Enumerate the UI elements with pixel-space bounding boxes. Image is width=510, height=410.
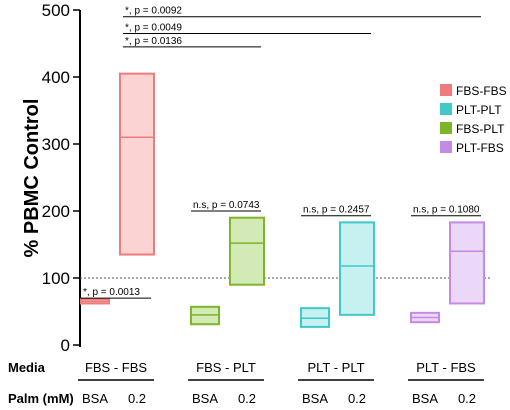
media-label: PLT - PLT [307, 360, 364, 375]
range-box [449, 221, 485, 305]
significance-label: *, p = 0.0092 [125, 6, 182, 17]
dose-label: 0.2 [458, 391, 476, 406]
significance-label: *, p = 0.0049 [125, 22, 182, 33]
condition-labels: Media Palm (mM) FBS - FBS BSA 0.2 FBS - PLT BS… [8, 360, 484, 406]
y-tick-label: 400 [42, 68, 70, 87]
y-tick-label: 200 [42, 202, 70, 221]
range-box [229, 216, 265, 286]
y-tick-label: 300 [42, 135, 70, 154]
boxes [80, 72, 485, 328]
dose-label: BSA [302, 391, 328, 406]
dose-label: 0.2 [348, 391, 366, 406]
media-label: PLT - FBS [416, 360, 476, 375]
legend-label: FBS-FBS [456, 84, 507, 98]
significance-label: n.s, p = 0.2457 [303, 205, 370, 216]
media-label: FBS - PLT [196, 360, 256, 375]
dose-label: BSA [82, 391, 108, 406]
palm-row-label: Palm (mM) [8, 391, 74, 406]
y-tick-label: 0 [61, 336, 70, 355]
dose-label: 0.2 [128, 391, 146, 406]
y-tick-label: 100 [42, 269, 70, 288]
media-row-label: Media [8, 360, 46, 375]
y-axis-label: % PBMC Control [21, 99, 43, 258]
legend-swatch [440, 103, 452, 115]
legend-swatch [440, 84, 452, 96]
significance-label: *, p = 0.0013 [83, 287, 140, 298]
media-label: FBS - FBS [85, 360, 147, 375]
dose-label: 0.2 [238, 391, 256, 406]
legend-label: PLT-PLT [456, 103, 502, 117]
range-box [119, 72, 155, 256]
legend-label: FBS-PLT [456, 122, 505, 136]
y-ticks: 0 100 200 300 400 500 [42, 1, 80, 355]
dose-label: BSA [192, 391, 218, 406]
range-box [339, 221, 375, 316]
dose-label: BSA [412, 391, 438, 406]
y-tick-label: 500 [42, 1, 70, 20]
legend: FBS-FBS PLT-PLT FBS-PLT PLT-FBS [440, 84, 507, 155]
significance-label: n.s, p = 0.0743 [193, 200, 260, 211]
significance-label: n.s, p = 0.1080 [413, 205, 480, 216]
significance-label: *, p = 0.0136 [125, 36, 182, 47]
legend-swatch [440, 122, 452, 134]
legend-swatch [440, 141, 452, 153]
significance-annotations: *, p = 0.0013 *, p = 0.0136 *, p = 0.0049 *… [81, 6, 481, 299]
legend-label: PLT-FBS [456, 141, 504, 155]
